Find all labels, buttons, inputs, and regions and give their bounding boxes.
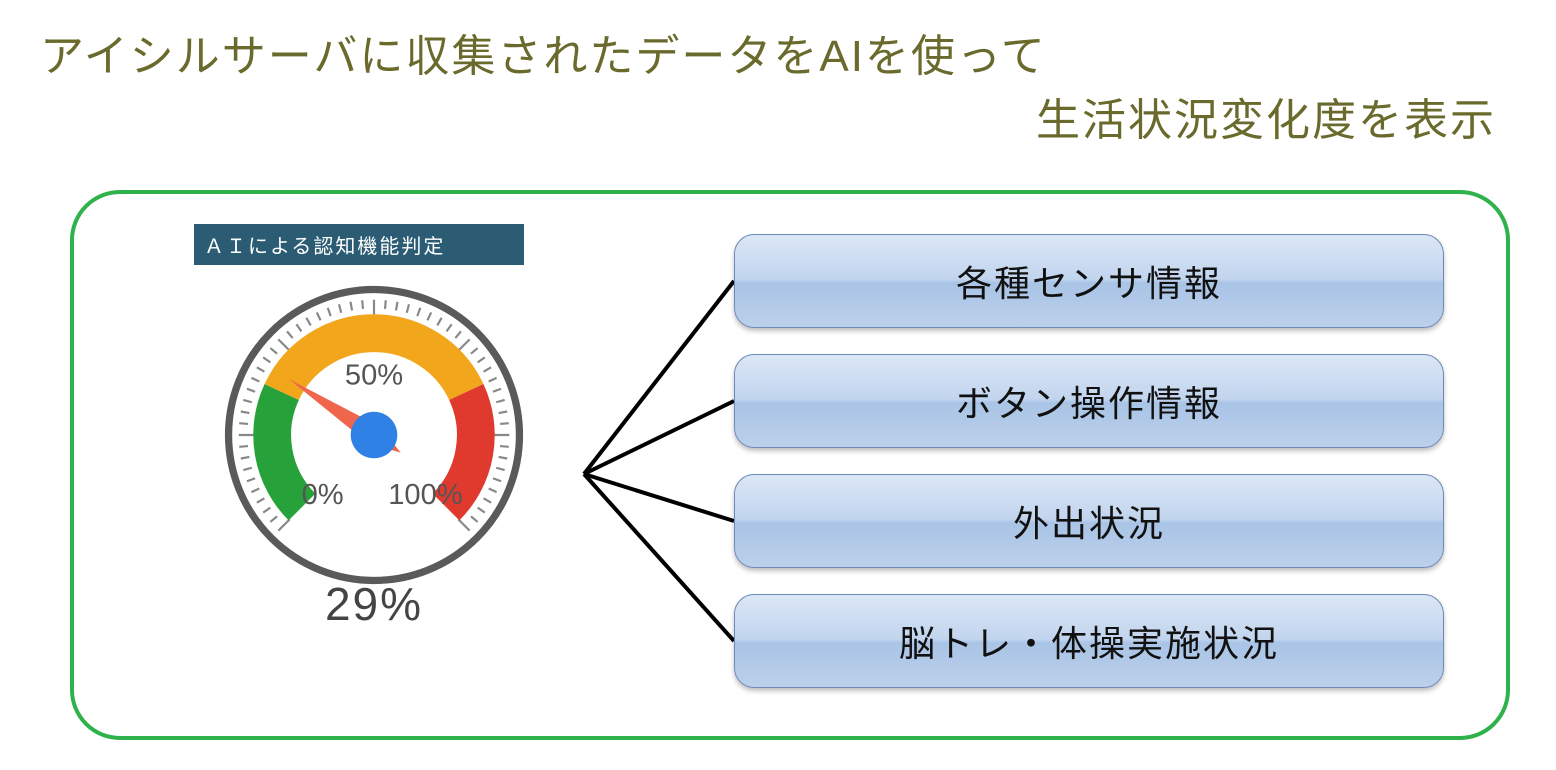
title-line-1: アイシルサーバに収集されたデータをAIを使って — [40, 20, 1516, 84]
info-pill-3: 脳トレ・体操実施状況 — [734, 594, 1444, 688]
main-panel: ＡＩによる認知機能判定 0%50%100% 29% 各種センサ情報ボタン操作情報… — [70, 190, 1510, 740]
gauge-block: ＡＩによる認知機能判定 0%50%100% 29% — [194, 224, 554, 631]
svg-text:0%: 0% — [302, 479, 344, 511]
gauge-header: ＡＩによる認知機能判定 — [194, 224, 524, 265]
info-pill-label: 脳トレ・体操実施状況 — [899, 615, 1279, 667]
info-pill-2: 外出状況 — [734, 474, 1444, 568]
gauge-chart: 0% 50% 100% — [214, 275, 534, 595]
title-line-2: 生活状況変化度を表示 — [40, 84, 1516, 148]
svg-text:50%: 50% — [345, 360, 403, 392]
info-pill-label: ボタン操作情報 — [956, 375, 1222, 427]
info-pill-0: 各種センサ情報 — [734, 234, 1444, 328]
info-pill-label: 各種センサ情報 — [956, 255, 1222, 307]
svg-text:100%: 100% — [388, 479, 462, 511]
info-pill-label: 外出状況 — [1013, 495, 1165, 547]
info-pill-1: ボタン操作情報 — [734, 354, 1444, 448]
